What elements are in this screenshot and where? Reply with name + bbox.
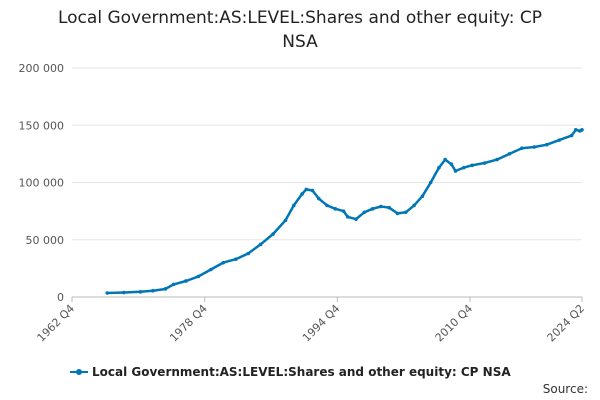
data-point <box>412 203 416 208</box>
data-point <box>370 207 375 211</box>
x-tick-label: 2024 Q2 <box>545 302 588 345</box>
data-point <box>507 152 512 156</box>
data-point <box>171 282 176 287</box>
chart-title: Local Government:AS:LEVEL:Shares and oth… <box>0 6 600 54</box>
data-point <box>333 207 338 211</box>
data-point <box>304 187 309 192</box>
data-point <box>395 211 400 216</box>
data-point <box>246 251 251 256</box>
data-point <box>292 203 296 208</box>
x-tick-label: 1962 Q4 <box>35 302 78 345</box>
data-point <box>196 274 201 279</box>
data-point <box>271 232 275 236</box>
data-point <box>532 145 537 149</box>
data-point <box>569 133 574 138</box>
data-point <box>122 290 126 295</box>
chart-title-line-2: NSA <box>282 32 318 52</box>
data-point <box>362 210 367 215</box>
data-point <box>105 291 110 295</box>
data-point <box>233 257 238 262</box>
data-point <box>520 146 524 150</box>
y-tick-label: 200 000 <box>19 62 65 75</box>
data-point <box>580 128 584 132</box>
data-point <box>470 163 474 168</box>
data-point <box>403 210 408 215</box>
x-tick-label: 1994 Q4 <box>300 302 343 345</box>
data-point <box>354 217 358 221</box>
data-point <box>437 165 441 170</box>
data-point <box>316 196 321 201</box>
data-point <box>428 180 433 185</box>
data-point <box>443 157 447 162</box>
source-label: Source: <box>542 382 588 396</box>
y-tick-label: 100 000 <box>19 177 65 190</box>
legend[interactable]: Local Government:AS:LEVEL:Shares and oth… <box>70 365 511 379</box>
data-point <box>379 204 383 209</box>
data-point <box>163 287 168 291</box>
data-point <box>449 162 454 166</box>
data-point <box>209 267 213 272</box>
data-point <box>300 192 304 196</box>
data-point <box>387 205 391 210</box>
data-point <box>325 203 329 208</box>
data-point <box>310 188 315 193</box>
data-point <box>557 138 561 142</box>
data-point <box>151 288 155 293</box>
data-point <box>495 157 499 162</box>
x-tick-label: 1978 Q4 <box>167 302 210 345</box>
x-tick-label: 2010 Q4 <box>433 302 476 345</box>
data-point <box>462 165 466 170</box>
y-tick-label: 150 000 <box>19 119 65 132</box>
data-point <box>283 218 288 223</box>
data-point <box>482 161 487 165</box>
data-point <box>420 194 425 199</box>
data-point <box>345 215 350 219</box>
y-tick-label: 0 <box>57 291 64 304</box>
data-point <box>453 169 458 173</box>
legend-series-label: Local Government:AS:LEVEL:Shares and oth… <box>92 365 511 379</box>
data-point <box>138 290 143 294</box>
data-point <box>184 279 188 283</box>
legend-series-marker-icon <box>70 367 88 377</box>
data-point <box>221 260 226 265</box>
y-tick-label: 50 000 <box>26 234 65 247</box>
data-point <box>573 128 578 132</box>
data-point <box>258 242 263 247</box>
data-point <box>544 142 549 147</box>
data-point <box>341 209 346 213</box>
chart-title-line-1: Local Government:AS:LEVEL:Shares and oth… <box>57 8 543 28</box>
